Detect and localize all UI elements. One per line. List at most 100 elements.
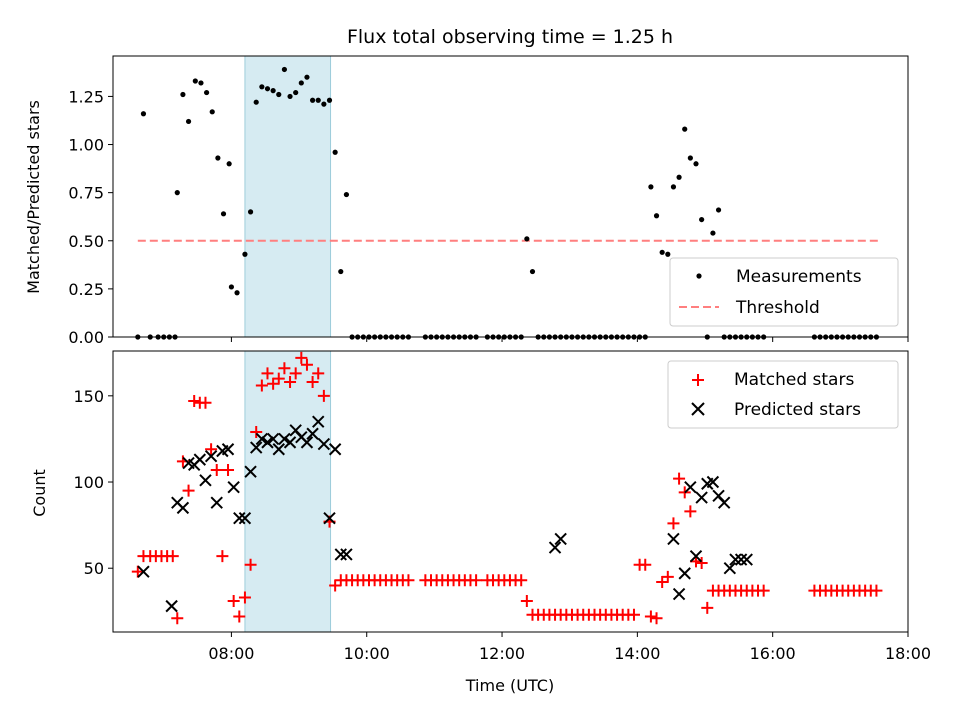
matched-star-point [267, 377, 280, 390]
matched-star-point [233, 610, 246, 623]
measurement-point [276, 91, 282, 98]
top-legend: Measurements Threshold [669, 257, 899, 327]
bottom-panel: Count 50 100 150 08:00 10:00 12:00 14:00 16:00… [30, 350, 931, 695]
legend-matched-marker [692, 374, 704, 386]
matched-star-point [317, 389, 330, 402]
predicted-star-point [233, 512, 246, 525]
matched-star-point [131, 565, 144, 578]
predicted-star-point [176, 501, 190, 515]
measurement-point [304, 74, 310, 80]
measurement-point [234, 290, 240, 296]
predicted-star-point [554, 532, 567, 546]
top-panel: Matched/Predicted stars 0.00 0.25 0.50 0.75… [24, 55, 909, 347]
predicted-star-point [306, 427, 319, 440]
top-legend-box [669, 257, 899, 327]
matched-star-point [312, 367, 325, 380]
measurement-point [174, 190, 180, 196]
predicted-star-point [283, 436, 297, 449]
measurement-point [270, 88, 276, 94]
legend-predicted-marker [691, 402, 705, 416]
predicted-star-point [244, 465, 257, 478]
legend-measurements-marker [696, 273, 702, 279]
predicted-star-point [165, 599, 178, 613]
predicted-star-point [729, 553, 742, 566]
predicted-star-point [250, 441, 263, 454]
matched-star-point [673, 472, 686, 485]
top-plot-frame [112, 55, 909, 338]
measurement-point [140, 111, 147, 117]
bottom-shaded-band [244, 350, 332, 633]
predicted-star-point [328, 443, 342, 456]
measurement-point [259, 84, 265, 90]
predicted-star-point [255, 432, 269, 446]
bottom-y-tick-label: 100 [73, 473, 104, 492]
matched-star-point [639, 558, 652, 571]
matched-star-point [238, 591, 251, 604]
predicted-star-point [278, 432, 291, 446]
predicted-star-point [689, 549, 703, 563]
predicted-star-point [340, 548, 353, 561]
matched-star-point [650, 612, 663, 625]
x-tick-label: 10:00 [344, 644, 390, 663]
matched-star-point [295, 351, 308, 364]
measurement-point [653, 213, 660, 219]
bottom-legend-box [667, 360, 899, 429]
measurement-point [298, 80, 304, 86]
count-points [131, 351, 883, 625]
measurement-point [682, 126, 688, 132]
matched-star-point [684, 505, 697, 518]
matched-star-point [701, 601, 714, 614]
bottom-y-tick-label: 150 [73, 387, 104, 406]
measurement-point [228, 284, 235, 290]
predicted-star-point [221, 443, 235, 456]
predicted-star-point [717, 496, 731, 509]
measurement-point [710, 230, 716, 236]
predicted-star-point [740, 553, 753, 566]
x-tick-label: 12:00 [479, 644, 525, 663]
matched-star-point [261, 367, 274, 380]
top-x-ticks [230, 337, 909, 342]
matched-star-point [278, 362, 291, 375]
measurement-point [699, 216, 705, 223]
top-y-tick-label: 0.50 [68, 232, 104, 251]
measurement-point [715, 207, 722, 213]
matched-star-point [656, 576, 669, 589]
matched-star-point [644, 610, 657, 623]
matched-star-point [306, 376, 319, 389]
measurement-point [264, 86, 271, 92]
predicted-star-point [272, 443, 285, 456]
predicted-star-point [137, 565, 150, 578]
top-y-ticks: 0.00 0.25 0.50 0.75 1.00 1.25 [68, 87, 113, 347]
legend-measurements-label: Measurements [736, 267, 862, 287]
matched-star-point [289, 367, 302, 380]
matched-star-point [222, 463, 235, 476]
measurement-point [253, 99, 259, 105]
measurement-point [198, 80, 204, 86]
matched-star-point [329, 579, 342, 592]
chart-title: Flux total observing time = 1.25 h [347, 26, 673, 48]
matched-star-point [667, 517, 680, 530]
matched-star-point [661, 570, 674, 583]
measurement-point [315, 97, 321, 103]
predicted-star-point [266, 432, 280, 446]
predicted-star-point [548, 541, 562, 554]
measurement-point [287, 93, 293, 100]
bottom-x-ticks: 08:00 10:00 12:00 14:00 16:00 18:00 [208, 632, 931, 663]
measurement-point [659, 249, 665, 255]
matched-star-point [166, 550, 179, 563]
bottom-y-axis-label: Count [30, 469, 49, 517]
matched-star-point [515, 574, 528, 587]
x-tick-label: 08:00 [208, 644, 254, 663]
matched-star-point [188, 394, 201, 407]
predicted-star-point [723, 562, 737, 575]
measurement-point [326, 97, 333, 103]
matched-star-point [255, 379, 268, 392]
measurement-point [338, 268, 344, 275]
top-shaded-band [244, 55, 332, 338]
measurement-point [242, 251, 248, 257]
predicted-star-point [672, 587, 686, 601]
x-tick-label: 18:00 [885, 644, 931, 663]
bottom-shaded-interval [244, 350, 332, 633]
measurement-point [529, 268, 536, 275]
matched-star-point [870, 584, 883, 597]
